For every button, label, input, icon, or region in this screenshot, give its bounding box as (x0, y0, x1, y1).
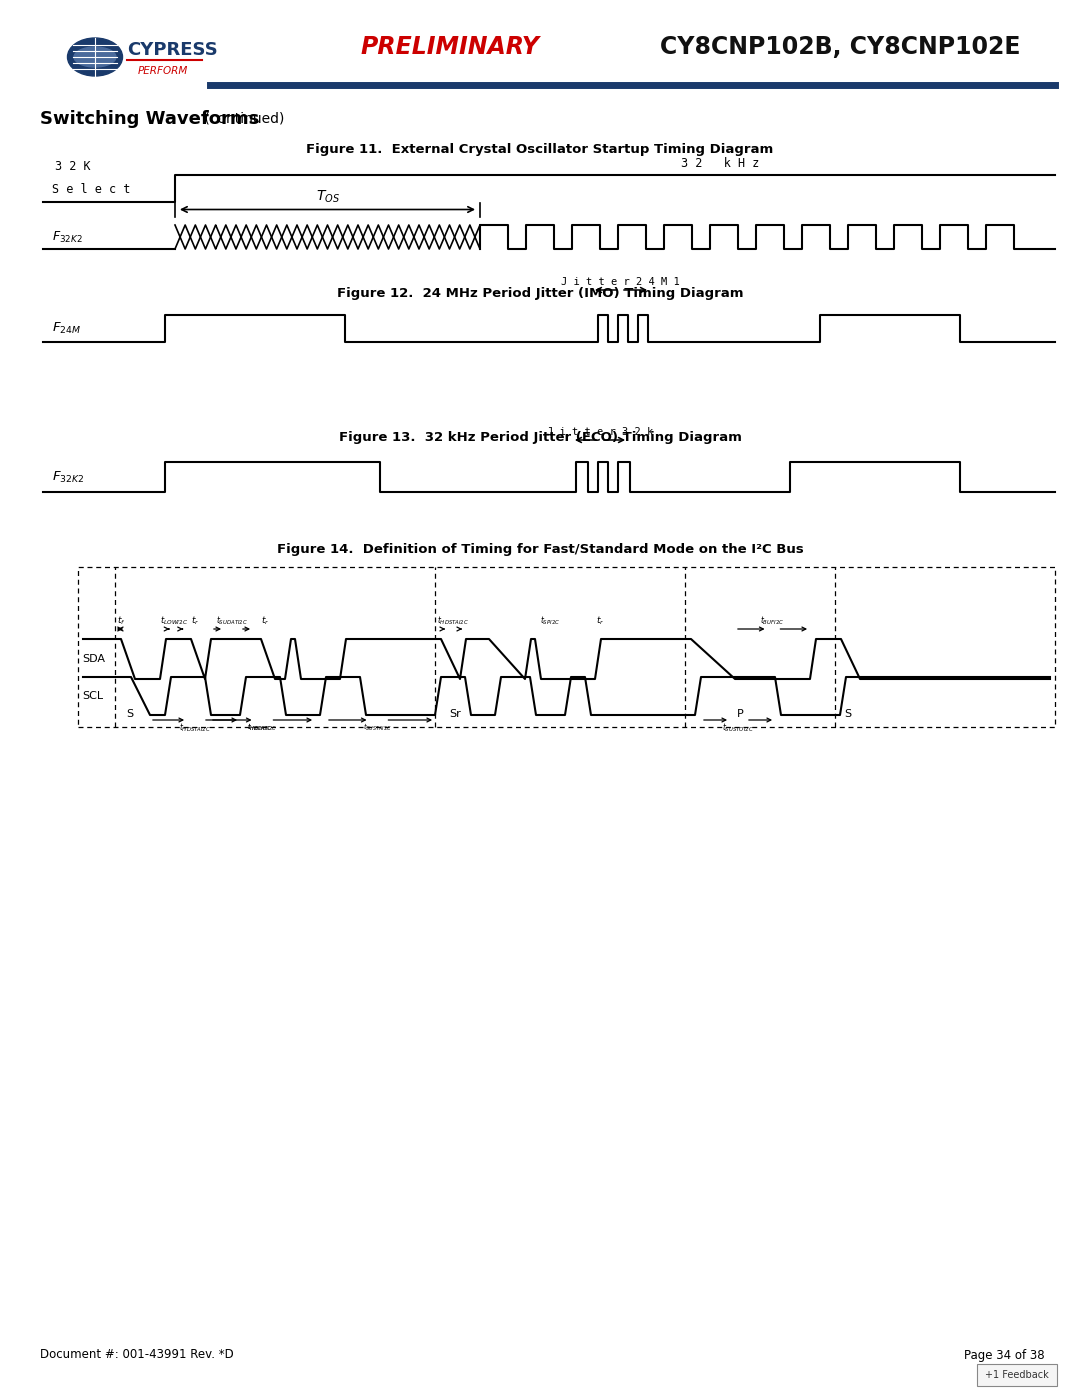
Text: J i t t e r 2 4 M 1: J i t t e r 2 4 M 1 (561, 277, 679, 286)
Text: 3 2 K: 3 2 K (55, 161, 91, 173)
Ellipse shape (75, 47, 116, 67)
Text: S e l e c t: S e l e c t (52, 183, 131, 196)
Text: $t_{HDSTAI2C}$: $t_{HDSTAI2C}$ (179, 722, 211, 735)
Text: 3 2   k H z: 3 2 k H z (680, 156, 759, 170)
Text: S: S (126, 710, 134, 719)
Text: $F_{32K2}$: $F_{32K2}$ (52, 229, 83, 244)
Text: Figure 14.  Definition of Timing for Fast/Standard Mode on the I²C Bus: Figure 14. Definition of Timing for Fast… (276, 542, 804, 556)
Text: S: S (845, 710, 851, 719)
Text: Page 34 of 38: Page 34 of 38 (964, 1348, 1045, 1362)
Text: $F_{32K2}$: $F_{32K2}$ (52, 469, 84, 485)
Text: (continued): (continued) (200, 112, 284, 126)
Text: $t_{BUFI2C}$: $t_{BUFI2C}$ (760, 615, 785, 627)
Text: $t_f$: $t_f$ (117, 615, 125, 627)
Text: Figure 12.  24 MHz Period Jitter (IMO) Timing Diagram: Figure 12. 24 MHz Period Jitter (IMO) Ti… (337, 288, 743, 300)
Text: $t_{SPI2C}$: $t_{SPI2C}$ (540, 615, 561, 627)
Text: SDA: SDA (82, 654, 105, 664)
Text: $T_{OS}$: $T_{OS}$ (315, 189, 339, 205)
Text: PRELIMINARY: PRELIMINARY (361, 35, 540, 59)
Text: $t_r$: $t_r$ (596, 615, 604, 627)
Text: $t_{HDDATI2C}$: $t_{HDDATI2C}$ (247, 722, 278, 733)
FancyBboxPatch shape (977, 1363, 1057, 1386)
Text: SCL: SCL (82, 692, 103, 701)
Text: $t_{HIGHI2C}$: $t_{HIGHI2C}$ (247, 722, 272, 733)
Text: Figure 11.  External Crystal Oscillator Startup Timing Diagram: Figure 11. External Crystal Oscillator S… (307, 142, 773, 155)
Text: $t_r$: $t_r$ (191, 615, 199, 627)
Text: $t_{SUSTOI2C}$: $t_{SUSTOI2C}$ (723, 722, 754, 735)
Text: Sr: Sr (449, 710, 461, 719)
Ellipse shape (67, 38, 122, 75)
Text: Figure 13.  32 kHz Period Jitter (ECO) Timing Diagram: Figure 13. 32 kHz Period Jitter (ECO) Ti… (338, 430, 742, 443)
Text: $t_{SUSTAI2C}$: $t_{SUSTAI2C}$ (363, 722, 392, 733)
Text: $t_{HDSTAI2C}$: $t_{HDSTAI2C}$ (437, 615, 469, 627)
Text: CYPRESS: CYPRESS (127, 41, 218, 59)
Text: PERFORM: PERFORM (138, 66, 188, 75)
Text: Document #: 001-43991 Rev. *D: Document #: 001-43991 Rev. *D (40, 1348, 233, 1362)
Text: J i t t e r 3 2 k: J i t t e r 3 2 k (546, 427, 653, 437)
Text: +1 Feedback: +1 Feedback (985, 1370, 1049, 1380)
Text: P: P (737, 710, 743, 719)
Text: CY8CNP102B, CY8CNP102E: CY8CNP102B, CY8CNP102E (660, 35, 1021, 59)
Text: Switching Waveforms: Switching Waveforms (40, 110, 259, 129)
Text: $F_{24M}$: $F_{24M}$ (52, 321, 81, 337)
Text: $t_{LOWI2C}$: $t_{LOWI2C}$ (160, 615, 189, 627)
Text: $t_{SUDATI2C}$: $t_{SUDATI2C}$ (216, 615, 248, 627)
Text: $t_r$: $t_r$ (260, 615, 269, 627)
